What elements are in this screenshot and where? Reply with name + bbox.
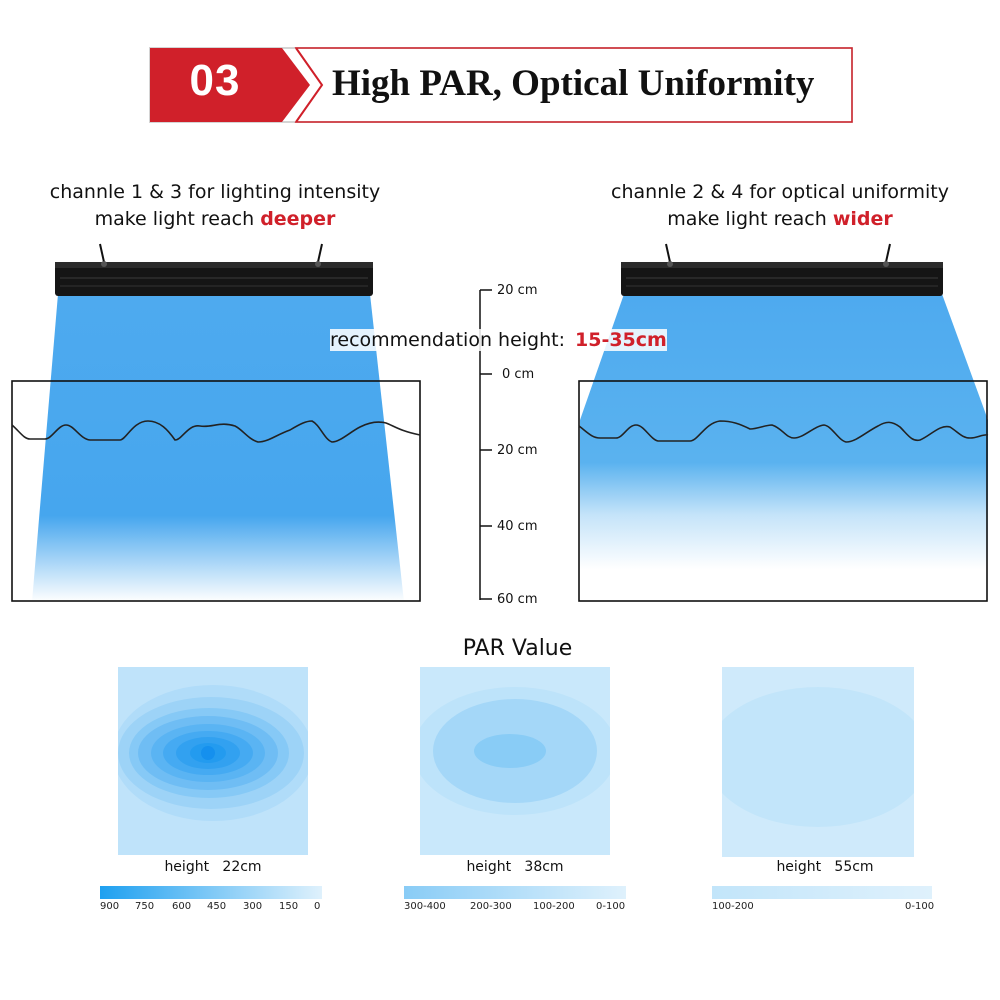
- par-value-title: PAR Value: [462, 636, 573, 661]
- right-caption-line2: make light reach wider: [585, 208, 975, 230]
- number-tag-shape: [150, 48, 310, 122]
- left-light-beam: [32, 294, 404, 602]
- legend-bar-22cm: [100, 886, 322, 899]
- tick-label: 0 cm: [502, 367, 535, 382]
- section-number: 03: [189, 56, 241, 105]
- right-caption-prefix: make light reach: [667, 208, 833, 230]
- legend-bar-38cm: [404, 886, 626, 899]
- heatmap-height-label: height 22cm: [164, 859, 262, 875]
- header-banner: [149, 47, 853, 123]
- par-heatmap-38cm: [420, 667, 610, 855]
- right-water-surface: [578, 420, 989, 443]
- recommendation-value: 15-35cm: [575, 329, 667, 351]
- left-caption-line1: channle 1 & 3 for lighting intensity: [49, 181, 381, 203]
- legend-bar-55cm: [712, 886, 932, 899]
- tick-label: 60 cm: [497, 592, 538, 607]
- legend-label: 200-300: [470, 901, 512, 912]
- legend-label: 100-200: [712, 901, 754, 912]
- left-caption-line2: make light reach deeper: [20, 208, 410, 230]
- legend-label: 300: [243, 901, 263, 912]
- legend-label: 0-100: [596, 901, 626, 912]
- recommendation-label: recommendation height:: [330, 329, 566, 351]
- left-diagram: [11, 243, 421, 602]
- left-caption-emphasis: deeper: [260, 208, 336, 230]
- right-grow-light-fixture: [621, 243, 943, 296]
- legend-label: 100-200: [533, 901, 575, 912]
- recommendation-height: recommendation height: 15-35cm: [330, 329, 667, 351]
- legend-label: 750: [135, 901, 155, 912]
- legend-label: 0: [314, 901, 321, 912]
- legend-label: 0-100: [905, 901, 935, 912]
- left-water-surface: [11, 420, 421, 443]
- heatmap-height-label: height 55cm: [776, 859, 874, 875]
- right-caption-emphasis: wider: [832, 208, 893, 230]
- right-light-beam: [580, 294, 988, 600]
- section-title: High PAR, Optical Uniformity: [332, 63, 815, 104]
- right-diagram: [578, 243, 989, 602]
- par-heatmap-22cm: [118, 667, 308, 855]
- legend-label: 900: [100, 901, 120, 912]
- legend-label: 450: [207, 901, 227, 912]
- tick-label: 20 cm: [497, 283, 538, 298]
- tick-label: 40 cm: [497, 519, 538, 534]
- right-caption-line1: channle 2 & 4 for optical uniformity: [611, 181, 949, 203]
- legend-label: 300-400: [404, 901, 446, 912]
- par-heatmap-55cm: [722, 667, 914, 857]
- left-tank-outline: [11, 380, 421, 602]
- heatmap-height-label: height 38cm: [466, 859, 564, 875]
- tick-label: 20 cm: [497, 443, 538, 458]
- left-caption-prefix: make light reach: [94, 208, 261, 230]
- left-grow-light-fixture: [55, 243, 373, 296]
- legend-label: 150: [279, 901, 299, 912]
- right-tank-outline: [578, 380, 988, 602]
- legend-label: 600: [172, 901, 192, 912]
